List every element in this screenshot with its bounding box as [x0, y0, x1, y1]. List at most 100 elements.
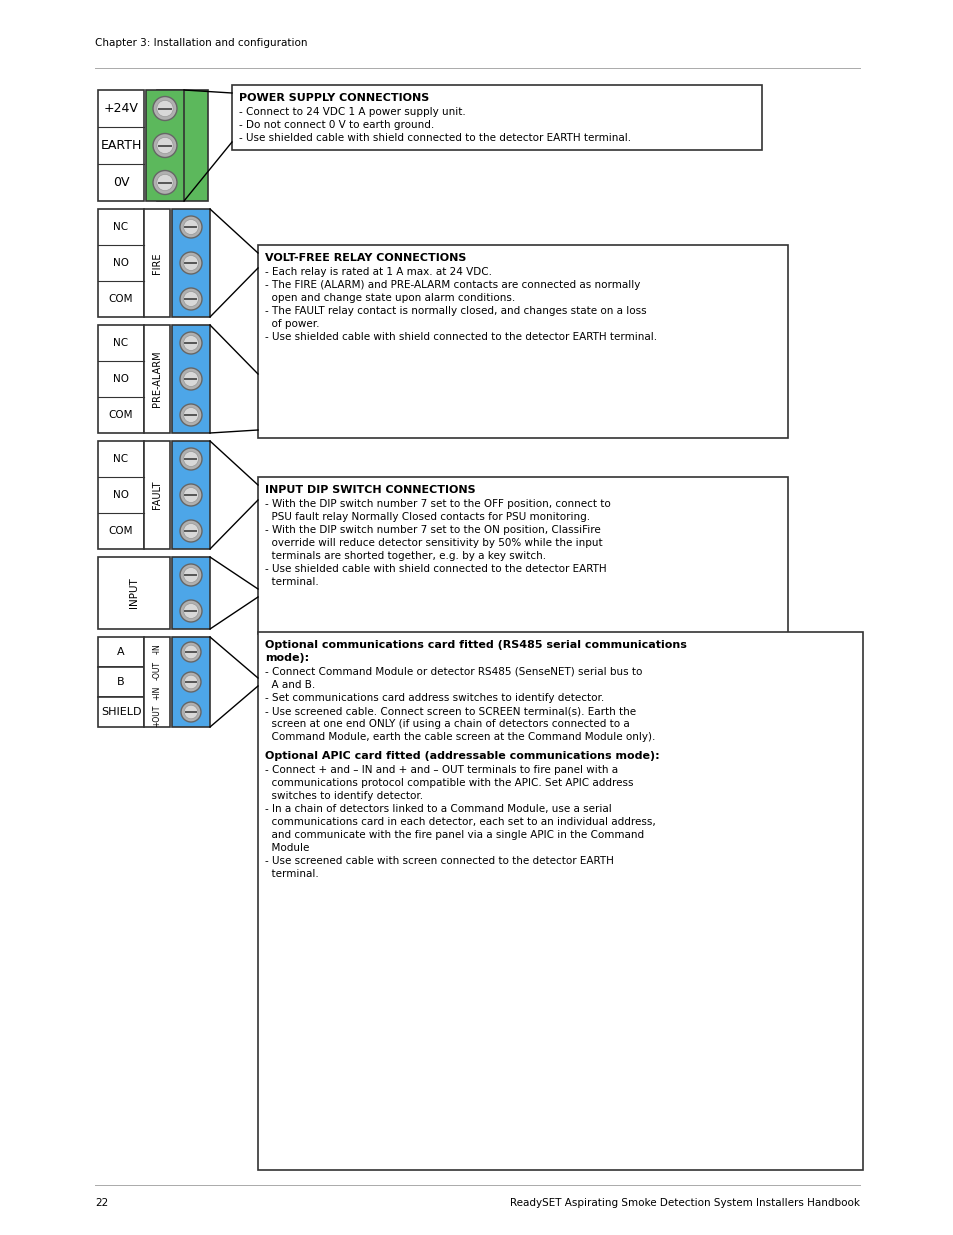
Text: FAULT: FAULT	[152, 480, 162, 509]
Circle shape	[180, 564, 202, 585]
Bar	[157, 90, 208, 201]
Text: NO: NO	[112, 490, 129, 500]
Text: A and B.: A and B.	[265, 680, 314, 690]
Bar	[144, 209, 170, 317]
Text: SHIELD: SHIELD	[101, 706, 141, 718]
Circle shape	[156, 174, 173, 190]
Text: +24V: +24V	[104, 103, 138, 115]
Circle shape	[181, 672, 201, 692]
Text: EARTH: EARTH	[100, 140, 142, 152]
Text: terminal.: terminal.	[265, 869, 318, 879]
Text: - Use screened cable. Connect screen to SCREEN terminal(s). Earth the: - Use screened cable. Connect screen to …	[265, 706, 636, 716]
Text: NC: NC	[113, 338, 129, 348]
Text: ReadySET Aspirating Smoke Detection System Installers Handbook: ReadySET Aspirating Smoke Detection Syst…	[510, 1198, 859, 1208]
Bar	[98, 90, 144, 201]
Circle shape	[183, 604, 198, 619]
Text: - Set communications card address switches to identify detector.: - Set communications card address switch…	[265, 693, 603, 703]
Circle shape	[180, 288, 202, 310]
Text: - Use shielded cable with shield connected to the detector EARTH terminal.: - Use shielded cable with shield connect…	[239, 133, 631, 143]
Text: NC: NC	[113, 222, 129, 232]
Circle shape	[180, 216, 202, 238]
Text: 22: 22	[95, 1198, 108, 1208]
Text: communications protocol compatible with the APIC. Set APIC address: communications protocol compatible with …	[265, 778, 633, 788]
Circle shape	[152, 133, 177, 158]
Text: INPUT: INPUT	[129, 578, 139, 609]
Bar	[257, 477, 787, 634]
Text: Module: Module	[265, 844, 309, 853]
Circle shape	[156, 100, 173, 116]
Text: - The FIRE (ALARM) and PRE-ALARM contacts are connected as normally: - The FIRE (ALARM) and PRE-ALARM contact…	[265, 280, 639, 290]
Circle shape	[180, 252, 202, 274]
Text: - The FAULT relay contact is normally closed, and changes state on a loss: - The FAULT relay contact is normally cl…	[265, 306, 646, 316]
Circle shape	[156, 137, 173, 153]
Text: COM: COM	[109, 410, 133, 420]
Text: - Connect to 24 VDC 1 A power supply unit.: - Connect to 24 VDC 1 A power supply uni…	[239, 107, 465, 117]
Circle shape	[183, 488, 198, 503]
Bar	[172, 441, 210, 550]
Text: override will reduce detector sensitivity by 50% while the input: override will reduce detector sensitivit…	[265, 538, 602, 548]
Circle shape	[180, 484, 202, 506]
Text: NO: NO	[112, 258, 129, 268]
Circle shape	[183, 452, 198, 467]
Circle shape	[183, 220, 198, 235]
Text: - Use shielded cable with shield connected to the detector EARTH: - Use shielded cable with shield connect…	[265, 564, 606, 574]
Text: of power.: of power.	[265, 319, 319, 329]
Text: Chapter 3: Installation and configuration: Chapter 3: Installation and configuratio…	[95, 38, 307, 48]
Text: mode):: mode):	[265, 653, 309, 663]
Circle shape	[181, 701, 201, 722]
Circle shape	[183, 408, 198, 422]
Text: - Connect + and – IN and + and – OUT terminals to fire panel with a: - Connect + and – IN and + and – OUT ter…	[265, 764, 618, 776]
Bar	[172, 209, 210, 317]
Circle shape	[180, 332, 202, 354]
Text: +OUT: +OUT	[152, 704, 161, 727]
Circle shape	[183, 336, 198, 351]
Text: Optional communications card fitted (RS485 serial communications: Optional communications card fitted (RS4…	[265, 640, 686, 650]
Text: open and change state upon alarm conditions.: open and change state upon alarm conditi…	[265, 293, 515, 303]
Text: COM: COM	[109, 294, 133, 304]
Text: screen at one end ONLY (if using a chain of detectors connected to a: screen at one end ONLY (if using a chain…	[265, 719, 629, 729]
Bar	[257, 632, 862, 1170]
Bar	[144, 637, 170, 727]
Text: Optional APIC card fitted (addressable communications mode):: Optional APIC card fitted (addressable c…	[265, 751, 659, 761]
Circle shape	[184, 705, 197, 719]
Text: and communicate with the fire panel via a single APIC in the Command: and communicate with the fire panel via …	[265, 830, 643, 840]
Bar	[146, 90, 184, 201]
Text: POWER SUPPLY CONNECTIONS: POWER SUPPLY CONNECTIONS	[239, 93, 429, 103]
Text: B: B	[117, 677, 125, 687]
Text: +IN: +IN	[152, 687, 161, 700]
Bar	[98, 325, 144, 433]
Text: Command Module, earth the cable screen at the Command Module only).: Command Module, earth the cable screen a…	[265, 732, 655, 742]
Circle shape	[184, 645, 197, 658]
Bar	[98, 637, 144, 667]
Text: COM: COM	[109, 526, 133, 536]
Text: switches to identify detector.: switches to identify detector.	[265, 790, 423, 802]
Circle shape	[183, 568, 198, 583]
Text: -OUT: -OUT	[152, 661, 161, 680]
Circle shape	[181, 642, 201, 662]
Circle shape	[180, 520, 202, 542]
Circle shape	[183, 524, 198, 538]
Text: - Use shielded cable with shield connected to the detector EARTH terminal.: - Use shielded cable with shield connect…	[265, 332, 657, 342]
Text: PSU fault relay Normally Closed contacts for PSU monitoring.: PSU fault relay Normally Closed contacts…	[265, 513, 590, 522]
Bar	[98, 209, 144, 317]
Text: PRE-ALARM: PRE-ALARM	[152, 351, 162, 408]
Circle shape	[183, 372, 198, 387]
Text: - Connect Command Module or detector RS485 (SenseNET) serial bus to: - Connect Command Module or detector RS4…	[265, 667, 641, 677]
Text: A: A	[117, 647, 125, 657]
Bar	[98, 557, 170, 629]
Text: -IN: -IN	[152, 643, 161, 653]
Text: - With the DIP switch number 7 set to the OFF position, connect to: - With the DIP switch number 7 set to th…	[265, 499, 610, 509]
Circle shape	[183, 256, 198, 270]
Bar	[98, 697, 144, 727]
Text: - Each relay is rated at 1 A max. at 24 VDC.: - Each relay is rated at 1 A max. at 24 …	[265, 267, 492, 277]
Bar	[257, 245, 787, 438]
Bar	[172, 637, 210, 727]
Circle shape	[183, 291, 198, 306]
Text: - With the DIP switch number 7 set to the ON position, ClassiFire: - With the DIP switch number 7 set to th…	[265, 525, 600, 535]
Text: FIRE: FIRE	[152, 252, 162, 274]
Bar	[98, 667, 144, 697]
Text: NC: NC	[113, 454, 129, 464]
Text: - Use screened cable with screen connected to the detector EARTH: - Use screened cable with screen connect…	[265, 856, 613, 866]
Bar	[232, 85, 761, 149]
Text: - Do not connect 0 V to earth ground.: - Do not connect 0 V to earth ground.	[239, 120, 434, 130]
